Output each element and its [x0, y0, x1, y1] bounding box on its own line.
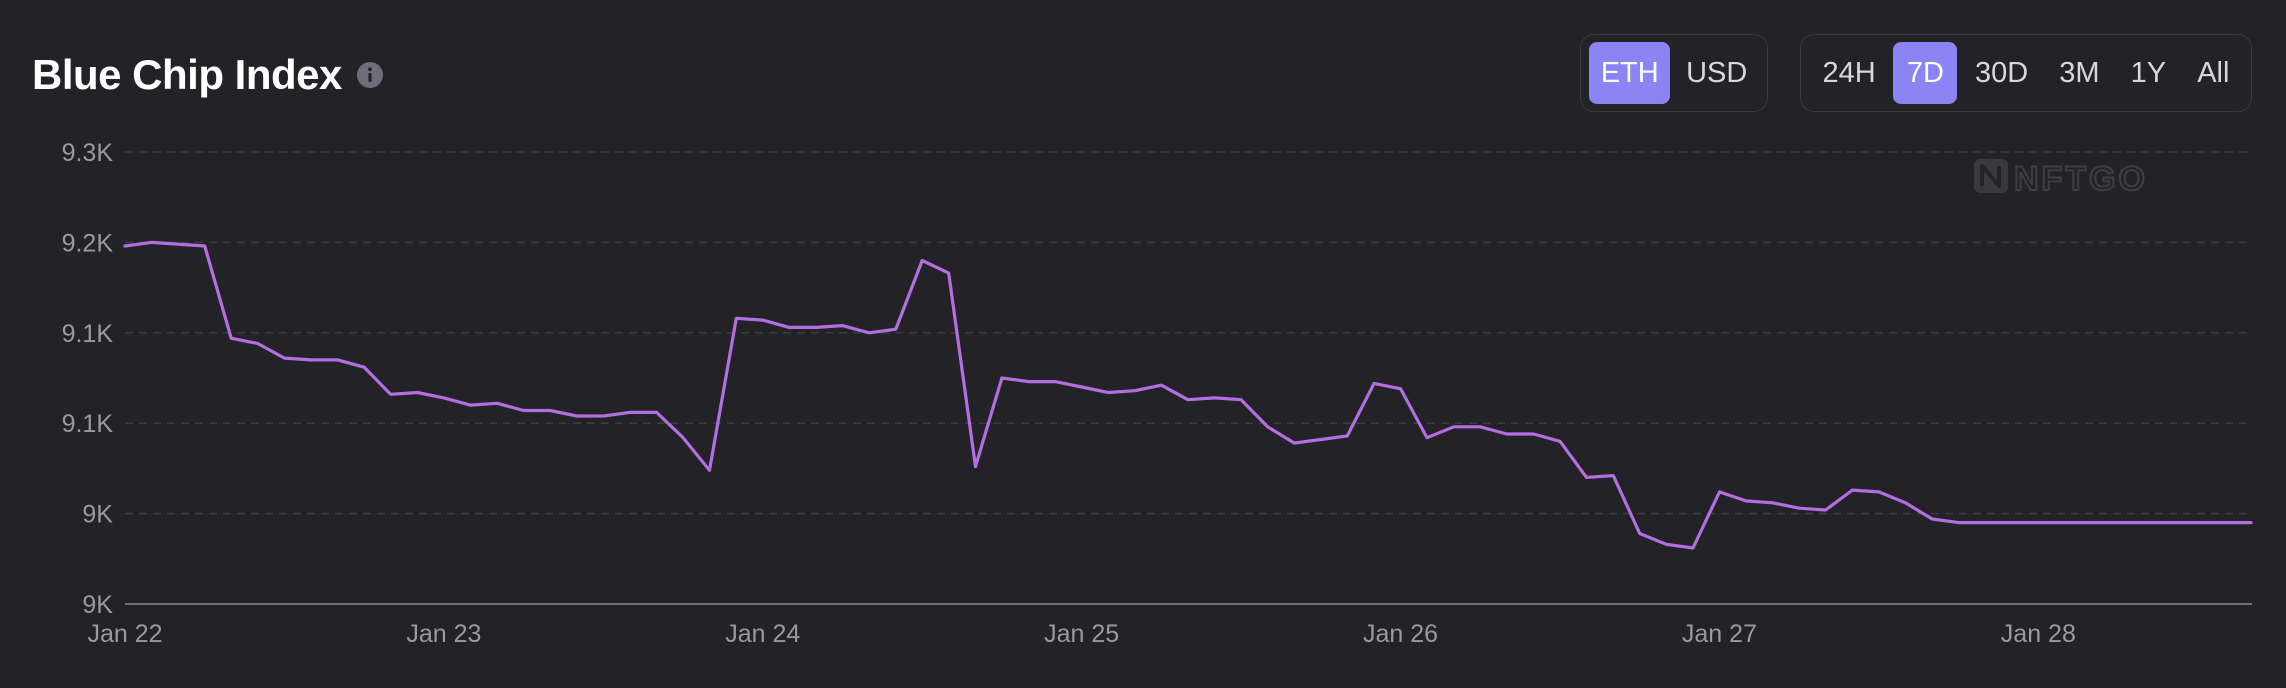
info-icon[interactable]: [356, 61, 384, 89]
currency-option-eth[interactable]: ETH: [1589, 42, 1671, 104]
currency-toggle: ETH USD: [1580, 34, 1768, 112]
x-tick-label: Jan 24: [725, 620, 800, 648]
series-line: [123, 240, 2253, 550]
grid-lines: [125, 151, 2252, 515]
range-option-1y[interactable]: 1Y: [2130, 56, 2167, 89]
y-tick-label: 9.3K: [62, 139, 114, 167]
y-tick-label: 9.2K: [62, 229, 114, 257]
x-tick-label: Jan 22: [87, 620, 162, 648]
chart-title: Blue Chip Index: [32, 51, 342, 98]
y-tick-label: 9.1K: [62, 410, 114, 438]
x-tick-label: Jan 25: [1044, 620, 1119, 648]
range-option-all[interactable]: All: [2197, 56, 2230, 89]
x-tick-label: Jan 23: [406, 620, 481, 648]
x-axis-labels: Jan 22 Jan 23 Jan 24 Jan 25 Jan 26 Jan 27 Jan …: [87, 620, 2075, 648]
title-group: Blue Chip Index: [32, 44, 384, 106]
x-tick-label: Jan 27: [1682, 620, 1757, 648]
range-option-30d[interactable]: 30D: [1974, 56, 2029, 89]
y-tick-label: 9K: [82, 501, 113, 529]
range-option-24h[interactable]: 24H: [1822, 56, 1876, 89]
watermark-text: NFTGO: [2014, 160, 2148, 198]
currency-option-usd[interactable]: USD: [1686, 56, 1748, 89]
nftgo-watermark: NFTGO: [1974, 159, 2148, 199]
y-axis-labels: 9.3K 9.2K 9.1K 9.1K 9K 9K: [62, 139, 114, 619]
time-range-toggle: 24H 7D 30D 3M 1Y All: [1800, 34, 2252, 112]
x-tick-label: Jan 26: [1363, 620, 1438, 648]
y-tick-label: 9.1K: [62, 320, 114, 348]
x-tick-label: Jan 28: [2001, 620, 2076, 648]
y-tick-label: 9K: [82, 591, 113, 619]
range-option-7d[interactable]: 7D: [1893, 42, 1958, 104]
range-option-3m[interactable]: 3M: [2059, 56, 2100, 89]
